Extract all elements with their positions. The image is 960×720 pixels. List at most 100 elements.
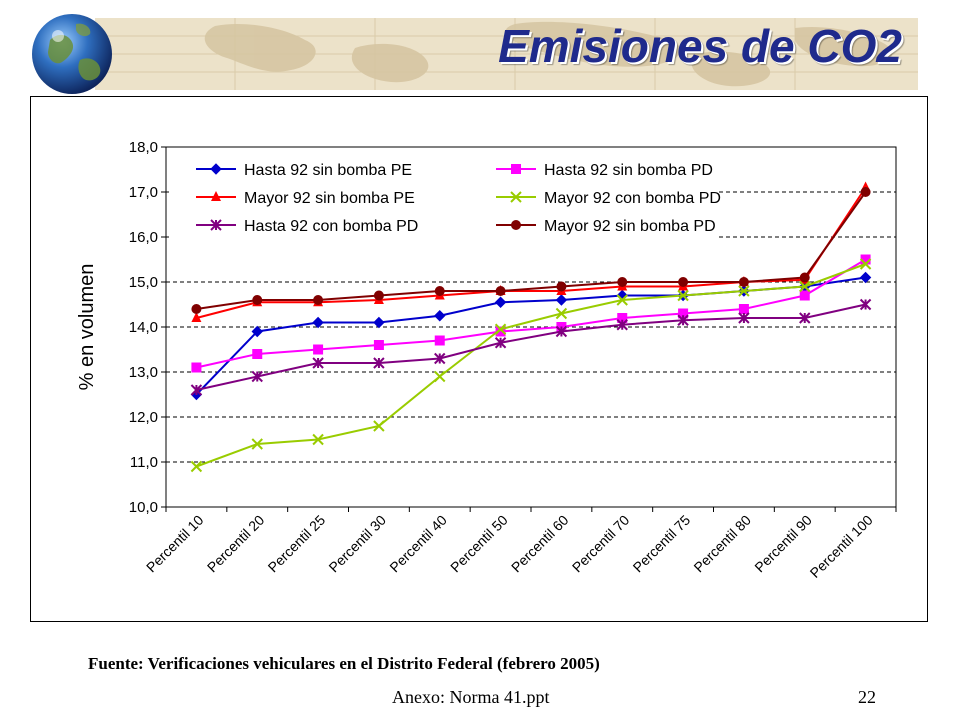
data-point [373,420,385,432]
series-line [196,258,867,369]
legend-label: Hasta 92 con bomba PD [244,218,418,235]
data-point [251,325,263,338]
series-6 [191,187,871,314]
x-tick-label: Percentil 100 [807,512,876,581]
x-tick-label: Percentil 75 [630,512,694,576]
data-point [251,438,263,450]
data-point [859,298,872,311]
y-tick-label: 10,0 [129,499,158,516]
data-point [678,277,689,287]
data-point [434,310,446,322]
data-point [434,370,446,383]
legend-item: Mayor 92 sin bomba PD [496,218,716,235]
y-tick-label: 12,0 [129,409,158,426]
data-point [211,191,221,201]
data-point [495,286,506,296]
legend-item: Mayor 92 sin bomba PE [196,190,415,207]
data-point [860,187,871,197]
data-point [191,362,202,373]
data-point [252,295,263,305]
data-point [555,294,568,306]
x-tick-label: Percentil 60 [508,512,572,576]
series-line [196,263,866,468]
data-point [511,220,521,230]
series-line [196,303,866,391]
x-tick-label: Percentil 20 [204,512,268,576]
series-line [195,276,866,396]
x-tick-label: Percentil 50 [447,512,511,576]
data-point [738,285,750,297]
data-point [494,296,507,308]
data-point [617,313,628,323]
data-point [312,357,324,369]
data-point [190,460,203,473]
data-point [511,164,521,174]
data-point [210,219,222,231]
data-point [677,314,689,326]
legend-label: Mayor 92 sin bomba PE [244,190,415,207]
data-point [373,340,384,350]
legend-item: Mayor 92 con bomba PD [496,190,721,207]
data-point [799,312,811,324]
data-point [313,295,324,305]
data-point [738,277,749,287]
data-point [251,370,263,383]
footer-filename: Anexo: Norma 41.ppt [392,687,550,707]
data-point [859,271,872,284]
data-point [434,335,445,346]
data-point [799,290,810,301]
page-number: 22 [858,687,876,707]
legend-label: Mayor 92 sin bomba PD [544,218,716,235]
data-point [859,258,872,270]
data-point [799,272,810,283]
legend: Hasta 92 sin bomba PE Hasta 92 sin bomba … [169,150,721,240]
x-tick-label: Percentil 80 [690,512,754,576]
data-point [616,319,628,331]
y-tick-label: 13,0 [129,364,158,381]
chart-frame: 10,0 11,0 12,0 13,0 14,0 15,0 16,0 17,0 18,0 Perc… [30,96,928,622]
x-tick-label: Percentil 30 [325,512,389,576]
series-line [196,191,867,310]
y-tick-label: 15,0 [129,274,158,291]
y-tick-label: 16,0 [129,229,158,246]
x-tick-label: Percentil 90 [751,512,815,576]
legend-box [169,150,719,240]
y-axis-label: % en volumen [76,264,98,391]
data-point [799,280,811,293]
legend-item: Hasta 92 sin bomba PE [196,162,412,179]
data-point [494,323,507,335]
data-point [434,352,446,365]
y-tick-label: 14,0 [129,319,158,336]
y-tick-label: 11,0 [130,454,158,471]
data-point [191,304,202,314]
data-point [678,308,689,319]
data-point [494,337,507,349]
data-point [312,433,324,446]
data-point [191,312,202,322]
data-point [617,277,628,287]
slide-title: Emisiones de CO2 [498,20,902,72]
data-point [677,289,689,302]
data-point [738,312,750,324]
data-point [434,286,445,296]
source-note: Fuente: Verificaciones vehiculares en el… [88,654,600,673]
data-point [555,325,568,338]
x-tick-label: Percentil 10 [143,512,207,576]
legend-label: Hasta 92 sin bomba PD [544,162,713,179]
y-tick-label: 18,0 [129,139,158,156]
data-point [312,316,324,329]
data-point [252,349,263,359]
co2-line-chart: 10,0 11,0 12,0 13,0 14,0 15,0 16,0 17,0 18,0 Perc… [76,139,897,581]
x-tick-label: Percentil 70 [569,512,633,576]
data-point [373,357,385,369]
data-point [555,307,568,320]
series-2 [191,254,871,373]
legend-label: Mayor 92 con bomba PD [544,190,721,207]
legend-label: Hasta 92 sin bomba PE [244,162,412,179]
data-point [510,191,522,203]
data-point [556,281,567,292]
legend-item: Hasta 92 sin bomba PD [496,162,713,179]
data-point [738,304,749,314]
y-tick-label: 17,0 [129,184,158,201]
legend-item: Hasta 92 con bomba PD [196,218,418,235]
